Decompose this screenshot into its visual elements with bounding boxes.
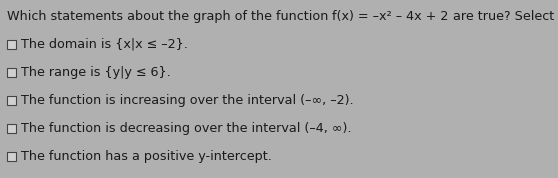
Bar bbox=[7, 96, 16, 105]
Text: Which statements about the graph of the function: Which statements about the graph of the … bbox=[7, 10, 333, 23]
Text: The function is decreasing over the interval (–4, ∞).: The function is decreasing over the inte… bbox=[21, 122, 352, 135]
Text: are true? Select: are true? Select bbox=[449, 10, 558, 23]
Text: The function is increasing over the interval (–∞, –2).: The function is increasing over the inte… bbox=[21, 94, 354, 107]
Bar bbox=[7, 68, 16, 77]
Text: The domain is {x|x ≤ –2}.: The domain is {x|x ≤ –2}. bbox=[21, 38, 188, 51]
Text: The function has a positive y-intercept.: The function has a positive y-intercept. bbox=[21, 150, 272, 163]
Bar bbox=[7, 124, 16, 133]
Bar bbox=[7, 152, 16, 161]
Text: The range is {y|y ≤ 6}.: The range is {y|y ≤ 6}. bbox=[21, 66, 171, 79]
Text: f(x) = –x² – 4x + 2: f(x) = –x² – 4x + 2 bbox=[333, 10, 449, 23]
Bar bbox=[7, 40, 16, 49]
